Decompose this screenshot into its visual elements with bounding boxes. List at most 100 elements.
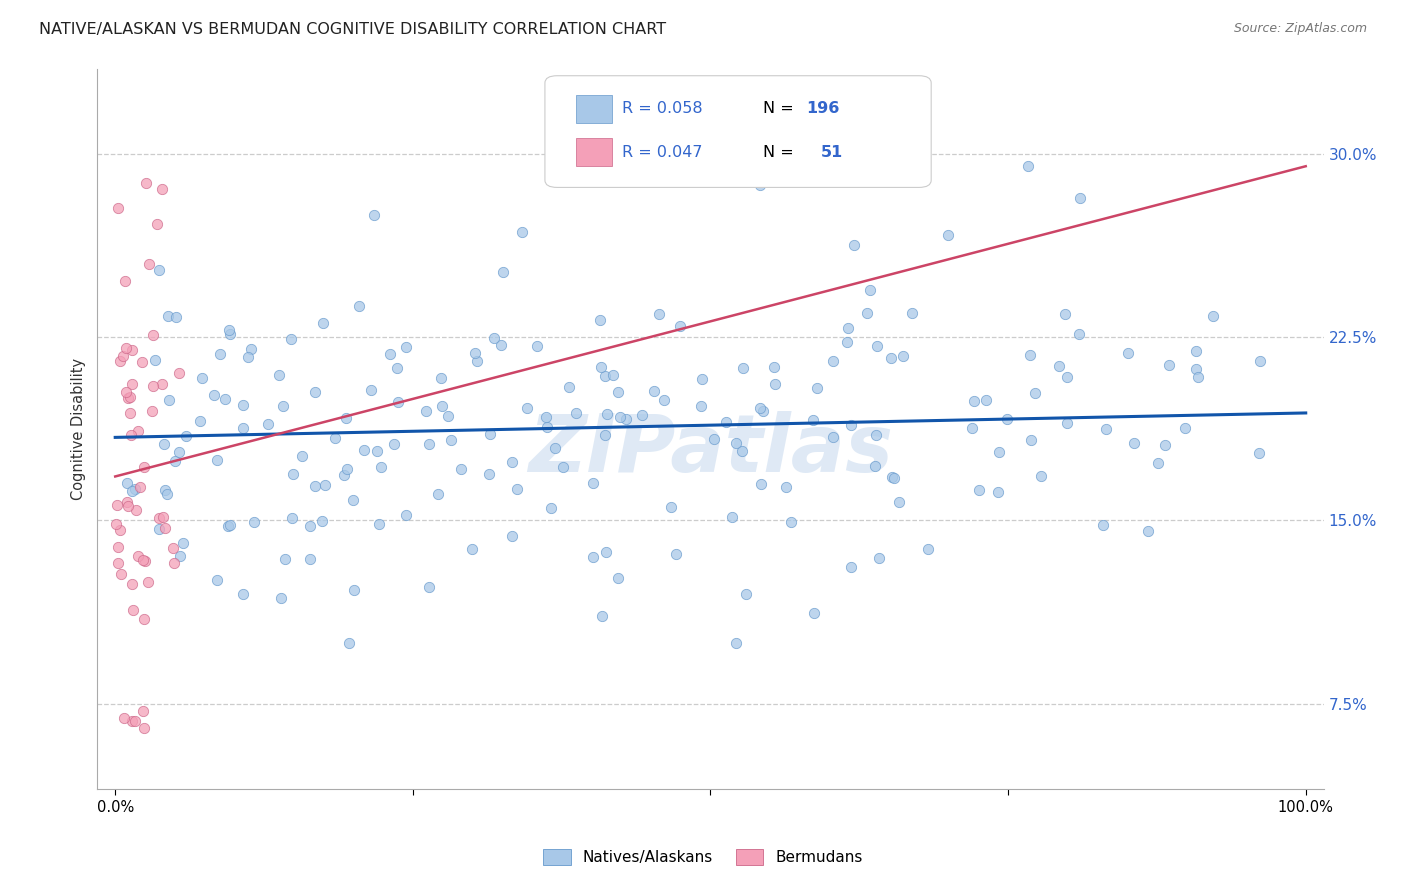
Point [269, 368, 291, 382]
Point [108, 523, 131, 537]
Text: NATIVE/ALASKAN VS BERMUDAN COGNITIVE DISABILITY CORRELATION CHART: NATIVE/ALASKAN VS BERMUDAN COGNITIVE DIS… [39, 22, 666, 37]
Point [238, 350, 260, 364]
Point [901, 306, 924, 320]
Point [395, 340, 418, 354]
Point [132, 552, 155, 566]
Point [801, 413, 824, 427]
Point [987, 485, 1010, 500]
Point [121, 714, 143, 728]
Point [148, 522, 170, 536]
Point [115, 341, 138, 355]
Point [108, 354, 131, 368]
Point [1185, 344, 1208, 359]
Point [557, 380, 579, 394]
Point [311, 514, 333, 528]
Point [1056, 416, 1078, 430]
Point [115, 494, 138, 508]
Point [384, 436, 406, 450]
Point [659, 500, 682, 515]
Point [280, 332, 302, 346]
Point [153, 483, 176, 498]
Point [117, 392, 139, 406]
Point [607, 571, 630, 585]
Point [856, 306, 879, 320]
Point [271, 399, 294, 413]
Point [1019, 348, 1042, 362]
Point [162, 556, 184, 570]
Point [335, 410, 357, 425]
Point [821, 429, 844, 443]
Point [1185, 361, 1208, 376]
Point [501, 529, 523, 543]
Point [1187, 370, 1209, 384]
Point [360, 383, 382, 397]
Text: ZIPatlas: ZIPatlas [529, 411, 893, 490]
Point [342, 493, 364, 508]
Point [735, 587, 758, 601]
Point [725, 436, 748, 450]
Point [731, 360, 754, 375]
Point [1047, 359, 1070, 374]
Legend: Natives/Alaskans, Bermudans: Natives/Alaskans, Bermudans [537, 843, 869, 871]
Point [153, 521, 176, 535]
Point [121, 376, 143, 391]
Point [647, 307, 669, 321]
Point [105, 516, 128, 531]
Point [148, 263, 170, 277]
Point [536, 410, 558, 425]
Y-axis label: Cognitive Disability: Cognitive Disability [72, 358, 86, 500]
Point [217, 519, 239, 533]
Point [652, 392, 675, 407]
Point [553, 459, 575, 474]
Text: R = 0.058: R = 0.058 [623, 102, 703, 116]
Point [609, 409, 631, 424]
Point [467, 354, 489, 368]
Point [134, 460, 156, 475]
Point [437, 409, 460, 424]
Point [1116, 345, 1139, 359]
Point [540, 501, 562, 516]
Point [323, 431, 346, 445]
Point [565, 406, 588, 420]
Point [806, 381, 828, 395]
Point [461, 542, 484, 557]
Point [107, 540, 129, 554]
Point [112, 350, 135, 364]
Point [107, 201, 129, 215]
Point [232, 398, 254, 412]
Point [1024, 385, 1046, 400]
Point [163, 454, 186, 468]
Point [366, 444, 388, 458]
Point [157, 310, 180, 324]
Point [169, 444, 191, 458]
Point [631, 408, 654, 422]
Point [115, 475, 138, 490]
Point [205, 574, 228, 588]
Point [274, 552, 297, 566]
Point [1146, 456, 1168, 470]
Point [134, 554, 156, 568]
Point [257, 417, 280, 432]
Point [762, 359, 785, 374]
Point [172, 536, 194, 550]
Point [281, 467, 304, 482]
Point [607, 385, 630, 400]
Text: 196: 196 [806, 102, 839, 116]
Point [105, 498, 128, 512]
Point [174, 429, 197, 443]
Point [1069, 191, 1091, 205]
Point [202, 388, 225, 402]
Point [150, 376, 173, 391]
Point [232, 587, 254, 601]
Point [370, 459, 392, 474]
Point [122, 603, 145, 617]
Point [190, 414, 212, 428]
Point [967, 483, 990, 497]
Point [748, 178, 770, 192]
Point [505, 482, 527, 496]
Point [763, 377, 786, 392]
Text: N =: N = [763, 145, 799, 160]
Text: 51: 51 [821, 145, 844, 160]
Point [145, 353, 167, 368]
Point [107, 557, 129, 571]
